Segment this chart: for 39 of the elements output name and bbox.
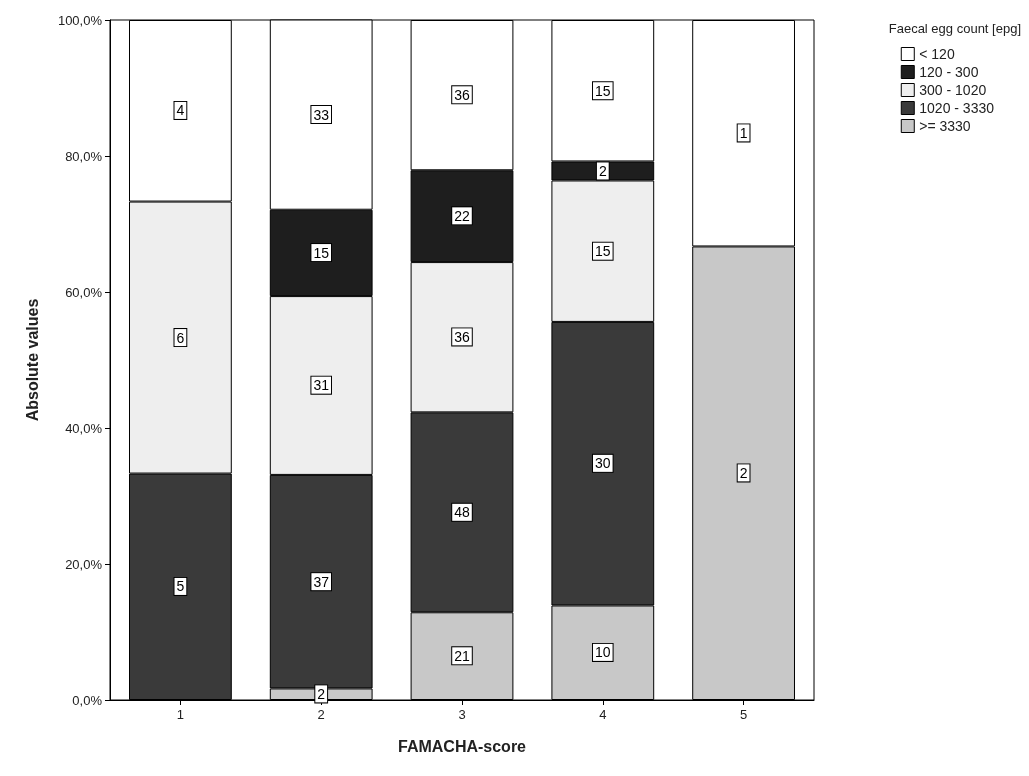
annotation: 10: [595, 644, 611, 661]
annotation: 21: [454, 647, 470, 664]
legend-label: 300 - 1020: [919, 82, 987, 98]
annotation: 48: [454, 504, 470, 521]
x-tick-label: 5: [739, 707, 748, 722]
x-tick-label: 1: [176, 707, 185, 722]
x-axis-title: FAMACHA-score: [397, 737, 527, 755]
annotation: 15: [595, 82, 611, 99]
legend-label: 120 - 300: [919, 64, 979, 80]
legend-label: >= 3330: [919, 118, 971, 134]
y-tick-label: 0,0%: [72, 692, 103, 708]
annotation: 2: [317, 685, 326, 702]
annotation: 22: [454, 207, 470, 224]
annotation: 31: [313, 377, 330, 394]
annotation: 5: [176, 578, 185, 595]
x-tick-label: 4: [599, 707, 607, 722]
x-tick-label: 3: [458, 707, 466, 722]
annotation: 30: [595, 455, 611, 472]
legend-title: Faecal egg count [epg]: [888, 21, 1022, 36]
legend-label: < 120: [919, 46, 955, 62]
annotation: 15: [313, 244, 330, 261]
y-tick-label: 40,0%: [65, 420, 103, 436]
annotation: 36: [454, 328, 470, 345]
annotation: 2: [598, 162, 607, 179]
y-tick-label: 60,0%: [65, 284, 103, 300]
x-tick-label: 2: [317, 707, 325, 722]
y-axis-title: Absolute values: [23, 298, 41, 422]
annotation: 6: [176, 329, 185, 346]
annotation: 1: [739, 124, 748, 141]
legend-label: 1020 - 3330: [919, 100, 995, 116]
y-tick-label: 20,0%: [65, 556, 103, 572]
annotation: 37: [313, 573, 330, 590]
annotation: 2: [739, 464, 748, 481]
annotation: 36: [454, 86, 470, 103]
annotation: 15: [595, 243, 611, 260]
annotation: 4: [176, 102, 185, 119]
annotation: 33: [313, 106, 330, 123]
y-tick-label: 80,0%: [65, 148, 103, 164]
y-tick-label: 100,0%: [57, 12, 103, 28]
